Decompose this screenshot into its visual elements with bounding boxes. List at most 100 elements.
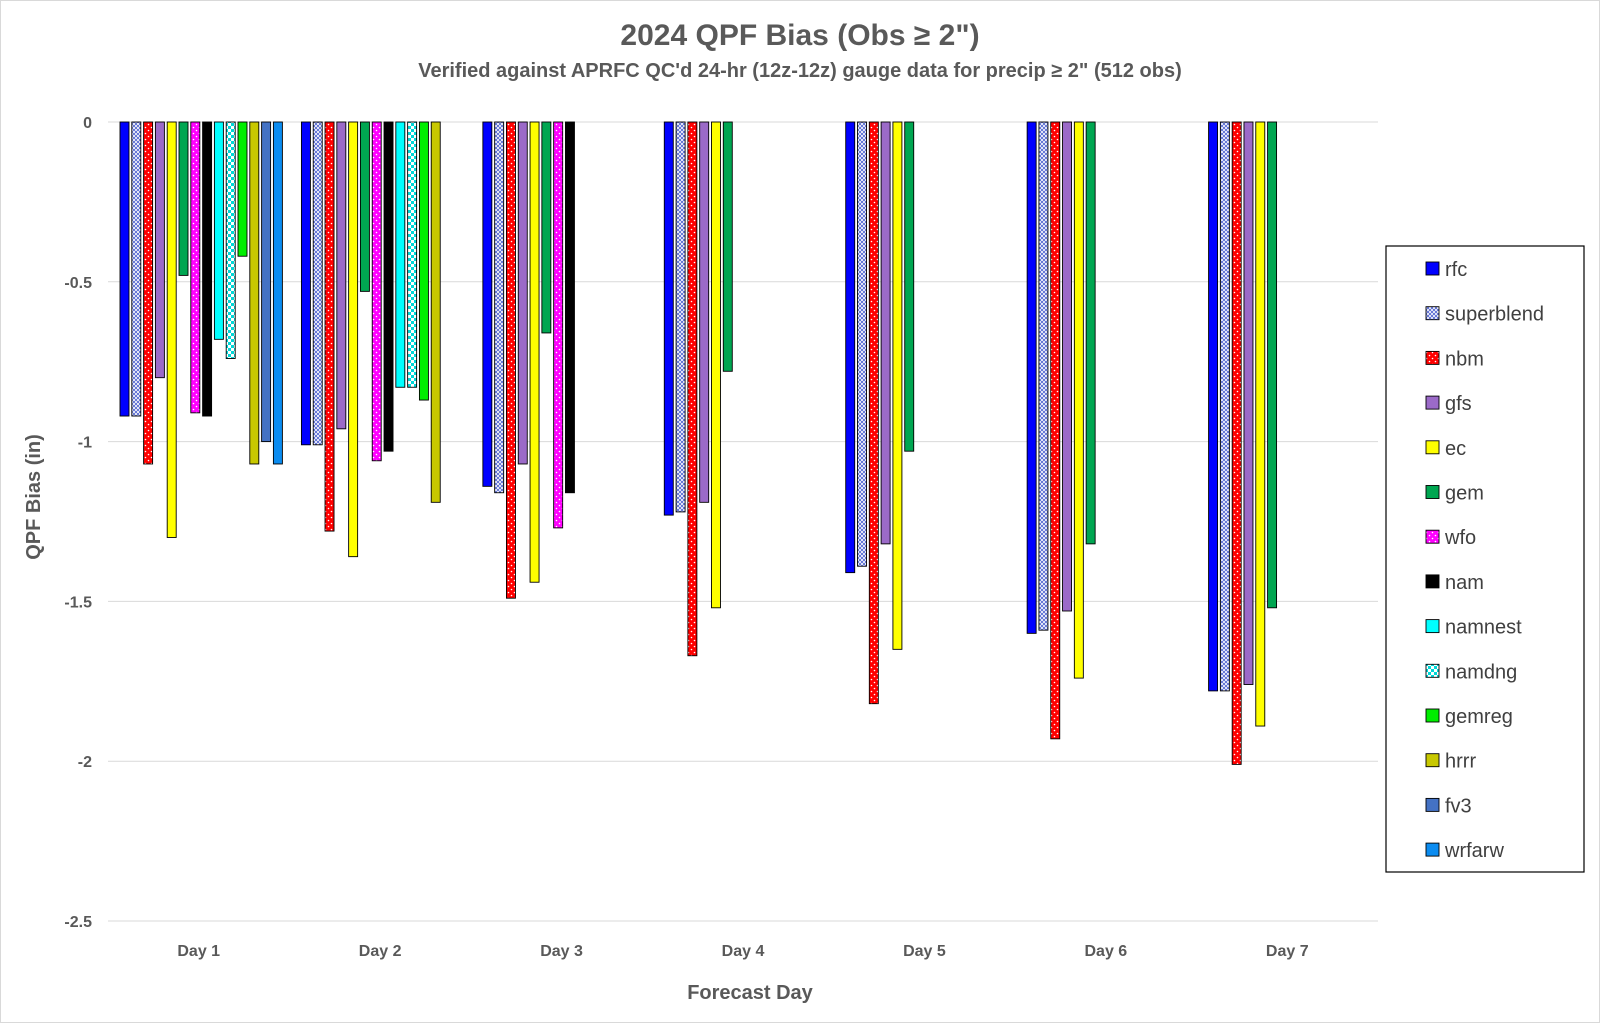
bar-wfo-day-2	[371, 121, 382, 462]
bar-superblend-day-5	[857, 121, 867, 567]
x-tick-label: Day 7	[1266, 943, 1309, 960]
y-tick-label: 0	[83, 115, 92, 132]
bar-ec-day-3	[529, 121, 540, 583]
bar-gem-day-5	[904, 121, 915, 452]
bar-rfc-day-6	[1026, 121, 1037, 634]
bar-nbm-day-7	[1231, 121, 1242, 765]
bar-nam-day-3	[565, 121, 575, 494]
bar-gem-day-1	[178, 121, 189, 276]
bar-nbm-day-3	[506, 121, 516, 599]
bar-rfc-day-3	[482, 121, 493, 487]
bar-nam-day-1	[202, 121, 213, 417]
bar-ec-day-7	[1255, 121, 1266, 727]
bar-rfc-day-1	[119, 121, 130, 417]
y-axis-ticks: 0 -0.5 -1 -1.5 -2 -2.5	[64, 115, 92, 931]
x-tick-label: Day 1	[177, 943, 220, 960]
legend-swatch-gemreg	[1425, 708, 1440, 723]
legend-swatch-ec	[1425, 440, 1440, 455]
bar-rfc-day-4	[663, 121, 674, 516]
bar-hrrr-day-2	[430, 121, 441, 503]
legend-swatch-gem	[1425, 485, 1440, 499]
legend-swatch-nam	[1425, 574, 1440, 589]
bar-superblend-day-4	[675, 121, 686, 513]
bar-nam-day-2	[383, 121, 394, 452]
grid-lines	[108, 121, 1378, 922]
bar-gfs-day-4	[699, 121, 710, 503]
legend-box	[1385, 245, 1585, 873]
legend-label-superblend: superblend	[1445, 304, 1544, 326]
x-tick-label: Day 2	[359, 943, 402, 960]
bar-namnest-day-1	[213, 121, 224, 340]
x-tick-label: Day 4	[722, 943, 765, 960]
legend-swatch-namnest	[1425, 619, 1440, 634]
y-tick-label: -2	[78, 754, 92, 771]
bar-namdng-day-1	[225, 121, 236, 359]
legend-label-fv3: fv3	[1445, 795, 1472, 817]
legend-swatch-rfc	[1425, 261, 1440, 276]
bar-wfo-day-1	[190, 121, 201, 414]
legend-swatch-superblend	[1425, 306, 1440, 321]
bar-superblend-day-6	[1038, 121, 1049, 631]
legend-label-nbm: nbm	[1445, 348, 1484, 370]
bar-gfs-day-1	[154, 121, 165, 379]
x-tick-label: Day 5	[903, 943, 946, 960]
legend-swatch-nbm	[1425, 350, 1440, 365]
bar-rfc-day-5	[845, 121, 856, 574]
legend-label-gem: gem	[1445, 483, 1484, 505]
bar-gemreg-day-1	[237, 121, 248, 257]
legend-swatch-fv3	[1425, 797, 1440, 812]
y-tick-label: -1.5	[64, 594, 92, 611]
bar-ec-day-4	[711, 121, 721, 609]
legend-label-hrrr: hrrr	[1445, 751, 1476, 773]
bars	[119, 121, 1278, 765]
bar-gemreg-day-2	[418, 121, 429, 401]
bar-nbm-day-5	[868, 121, 879, 705]
bar-gfs-day-7	[1243, 121, 1254, 685]
bar-gem-day-7	[1267, 121, 1278, 609]
bar-gfs-day-6	[1062, 121, 1072, 612]
bar-superblend-day-3	[494, 121, 505, 494]
legend-label-namdng: namdng	[1445, 661, 1517, 683]
y-tick-label: -0.5	[64, 275, 92, 292]
bar-superblend-day-1	[131, 121, 142, 417]
bar-ec-day-2	[348, 121, 359, 558]
bar-wfo-day-3	[553, 121, 564, 529]
bar-ec-day-5	[892, 121, 903, 650]
bar-rfc-day-2	[300, 121, 311, 446]
x-tick-label: Day 3	[540, 943, 583, 960]
bar-gfs-day-3	[517, 121, 528, 465]
bar-namdng-day-2	[407, 121, 418, 388]
legend-label-gfs: gfs	[1445, 393, 1472, 415]
legend: rfc superblend nbm gfs ec gem wfo nam namnest nam…	[1385, 245, 1585, 873]
bar-ec-day-1	[166, 121, 177, 538]
bar-namnest-day-2	[395, 121, 406, 388]
bar-superblend-day-2	[312, 121, 323, 446]
legend-label-ec: ec	[1445, 438, 1466, 460]
bar-gfs-day-2	[336, 121, 347, 430]
bar-hrrr-day-1	[249, 121, 260, 465]
legend-label-wrfarw: wrfarw	[1444, 840, 1504, 862]
legend-label-nam: nam	[1445, 572, 1484, 594]
bar-wrfarw-day-1	[272, 121, 283, 465]
legend-swatch-wfo	[1425, 529, 1440, 544]
legend-swatch-hrrr	[1425, 753, 1440, 768]
chart-subtitle: Verified against APRFC QC'd 24-hr (12z-1…	[418, 60, 1182, 82]
legend-label-namnest: namnest	[1445, 617, 1522, 639]
bar-nbm-day-2	[324, 121, 335, 532]
legend-swatch-namdng	[1425, 663, 1440, 678]
x-axis-label: Forecast Day	[687, 982, 813, 1004]
legend-label-wfo: wfo	[1444, 527, 1476, 549]
legend-label-gemreg: gemreg	[1445, 706, 1513, 728]
bar-fv3-day-1	[261, 121, 272, 443]
chart-title: 2024 QPF Bias (Obs ≥ 2")	[620, 19, 979, 52]
legend-swatch-wrfarw	[1425, 842, 1440, 857]
bar-gem-day-4	[722, 121, 733, 372]
bar-gem-day-6	[1085, 121, 1096, 545]
bar-nbm-day-1	[143, 121, 154, 465]
y-tick-label: -1	[78, 435, 92, 452]
legend-label-rfc: rfc	[1445, 259, 1467, 281]
bar-gem-day-2	[359, 121, 370, 292]
legend-swatch-gfs	[1425, 395, 1440, 410]
bar-nbm-day-6	[1050, 121, 1061, 740]
